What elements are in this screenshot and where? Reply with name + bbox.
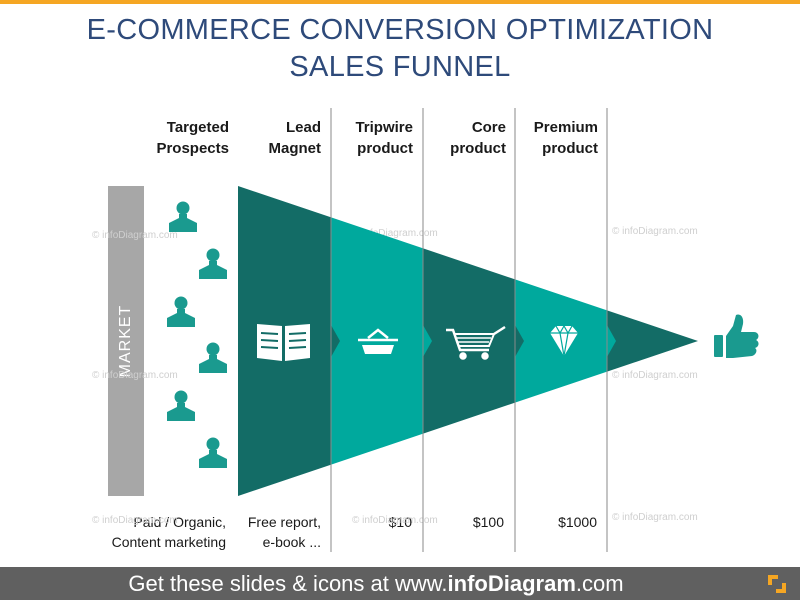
watermark: © infoDiagram.com [352,228,438,239]
watermark: © infoDiagram.com [92,370,178,381]
footer-tripwire-product: $10 [388,514,412,530]
footer-lead-magnet: Free report, e-book ... [247,514,321,550]
shopping-cart-icon [446,325,506,360]
header-tripwire-product: Tripwire product [355,119,413,157]
basket-icon [358,328,398,354]
watermark: © infoDiagram.com [92,515,178,526]
watermark: © infoDiagram.com [352,515,438,526]
chevron-core [515,325,524,357]
watermark: © infoDiagram.com [612,512,698,523]
title-line-2: SALES FUNNEL [289,51,511,83]
watermark: © infoDiagram.com [612,370,698,381]
footer-core-product: $100 [472,514,504,530]
diamond-icon [550,324,578,357]
person-icon [167,390,195,421]
chevron-lead-magnet [331,325,340,357]
person-icon [199,342,227,373]
page-title: E-COMMERCE CONVERSION OPTIMIZATION SALES… [0,12,800,86]
chevron-premium [607,325,616,357]
title-line-1: E-COMMERCE CONVERSION OPTIMIZATION [86,14,714,46]
footer-bar: Get these slides & icons at www.infoDiag… [0,567,800,600]
chevron-tripwire [423,325,432,357]
thumbs-up-icon [714,314,759,358]
funnel-segment-lead-magnet [238,186,331,496]
funnel-segment-core [423,186,515,496]
person-icon [167,296,195,327]
footer-text: Get these slides & icons at www.infoDiag… [128,571,624,596]
funnel-segment-tip [607,186,698,496]
market-bar [108,186,144,496]
footer-premium-product: $1000 [558,514,597,530]
header-lead-magnet: Lead Magnet [268,119,322,157]
person-icon [169,201,197,232]
footer-targeted-prospects: Paid / Organic, Content marketing [111,514,226,550]
header-premium-product: Premium product [533,119,598,157]
watermark: © infoDiagram.com [92,230,178,241]
open-book-icon [257,324,310,361]
top-accent-bar [0,0,800,4]
person-icon [199,248,227,279]
person-icon [199,437,227,468]
header-targeted-prospects: Targeted Prospects [156,119,229,157]
infodiagram-logo-icon [768,575,786,593]
header-core-product: Core product [450,119,506,157]
watermark: © infoDiagram.com [612,226,698,237]
